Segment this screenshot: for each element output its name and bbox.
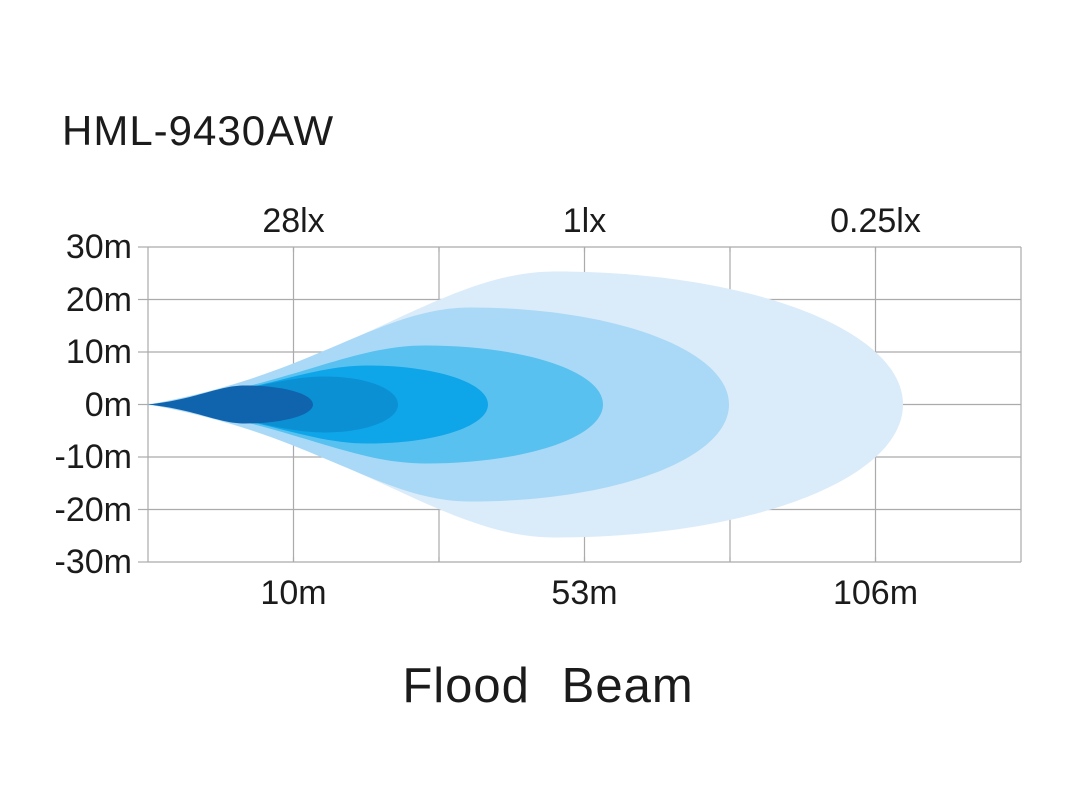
y-axis-label: 20m bbox=[65, 280, 132, 319]
y-axis-label: 10m bbox=[65, 333, 132, 371]
beam-zone-core bbox=[148, 385, 313, 424]
y-axis-label: 30m bbox=[65, 228, 132, 266]
lux-label: 1lx bbox=[562, 202, 607, 240]
y-axis-label: 0m bbox=[84, 385, 132, 424]
lux-label: 0.25lx bbox=[830, 202, 921, 240]
y-axis-label: -30m bbox=[54, 543, 132, 581]
x-axis-label: 10m bbox=[260, 574, 327, 612]
x-axis-label: 53m bbox=[551, 574, 618, 612]
y-axis-label: -10m bbox=[54, 438, 132, 476]
page-title: HML-9430AW bbox=[62, 107, 335, 154]
y-axis-label: -20m bbox=[54, 490, 132, 529]
chart-caption: Flood Beam bbox=[402, 659, 694, 713]
x-axis-label: 106m bbox=[832, 574, 919, 612]
lux-label: 28lx bbox=[262, 202, 325, 240]
